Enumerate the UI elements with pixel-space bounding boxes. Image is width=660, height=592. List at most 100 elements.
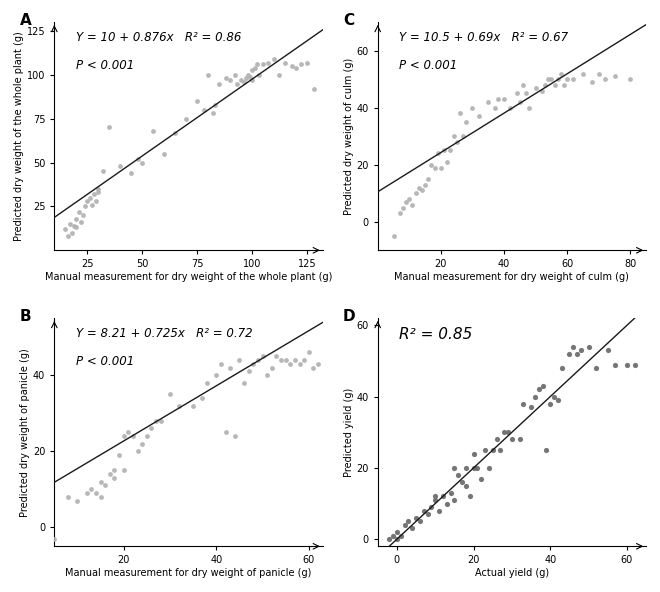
Point <box>220 427 231 437</box>
Point <box>313 359 323 369</box>
Point <box>407 200 418 210</box>
Point <box>556 363 567 373</box>
Point <box>398 203 409 213</box>
Point <box>568 342 579 352</box>
Point <box>442 157 453 166</box>
Point <box>118 432 129 441</box>
Point <box>73 207 84 217</box>
Y-axis label: Predicted dry weight of culm (g): Predicted dry weight of culm (g) <box>344 57 354 215</box>
Point <box>220 73 231 83</box>
Point <box>476 474 486 483</box>
Point <box>247 75 257 85</box>
Point <box>308 363 319 372</box>
Point <box>71 214 82 223</box>
Point <box>80 202 90 211</box>
Point <box>388 531 399 540</box>
Point <box>430 492 440 501</box>
Text: P < 0.001: P < 0.001 <box>76 355 134 368</box>
Point <box>469 463 479 472</box>
Point <box>401 197 411 207</box>
Point <box>413 183 424 192</box>
Point <box>244 366 254 376</box>
Point <box>262 371 273 380</box>
Point <box>552 75 563 84</box>
Point <box>549 392 560 401</box>
Point <box>576 346 586 355</box>
Point <box>67 228 77 237</box>
Point <box>388 231 399 241</box>
Point <box>420 180 430 189</box>
Point <box>253 355 263 365</box>
Point <box>86 484 96 494</box>
Point <box>422 510 433 519</box>
Point <box>609 72 620 81</box>
Point <box>294 359 305 369</box>
Point <box>439 146 449 155</box>
Point <box>245 72 255 81</box>
Point <box>232 79 242 88</box>
Point <box>630 360 640 369</box>
Point <box>104 469 115 479</box>
Point <box>247 65 257 74</box>
Point <box>49 534 59 543</box>
Point <box>432 149 443 158</box>
Point <box>449 496 459 505</box>
Point <box>448 131 459 141</box>
Point <box>71 223 82 232</box>
Point <box>240 73 251 83</box>
Point <box>286 62 297 71</box>
Point <box>207 109 218 118</box>
Point <box>165 390 176 399</box>
Point <box>276 355 286 365</box>
Point <box>587 78 598 87</box>
Point <box>395 208 405 218</box>
Point <box>225 363 236 372</box>
Point <box>545 399 556 408</box>
Point <box>503 427 513 437</box>
Point <box>236 75 247 85</box>
Point <box>559 80 570 89</box>
Point <box>529 392 540 401</box>
Point <box>174 401 185 410</box>
Point <box>442 499 452 509</box>
Point <box>562 75 572 84</box>
Point <box>499 95 510 104</box>
Point <box>82 197 92 206</box>
Point <box>271 352 282 361</box>
Point <box>78 211 88 220</box>
Point <box>62 231 73 241</box>
Point <box>451 137 462 147</box>
Point <box>90 488 101 498</box>
Point <box>309 84 319 94</box>
Point <box>88 189 99 199</box>
Point <box>564 349 575 359</box>
Point <box>118 465 129 475</box>
Point <box>543 75 554 84</box>
Point <box>537 381 548 391</box>
Point <box>514 435 525 444</box>
Point <box>91 197 102 206</box>
Point <box>457 477 467 487</box>
Point <box>533 385 544 394</box>
X-axis label: Actual yield (g): Actual yield (g) <box>475 568 549 578</box>
Point <box>86 200 97 210</box>
Point <box>457 131 468 141</box>
Point <box>622 360 632 369</box>
Point <box>243 70 253 79</box>
Point <box>384 535 395 544</box>
Text: C: C <box>343 13 354 28</box>
Point <box>216 359 226 369</box>
Point <box>197 393 208 403</box>
Point <box>95 477 106 487</box>
Point <box>472 463 482 472</box>
Point <box>524 103 535 112</box>
Point <box>65 219 75 229</box>
Point <box>100 481 110 490</box>
Point <box>230 432 240 441</box>
Point <box>537 86 547 95</box>
Point <box>211 371 222 380</box>
Point <box>505 103 515 112</box>
Point <box>84 193 95 202</box>
Point <box>465 492 475 501</box>
Point <box>104 123 115 132</box>
